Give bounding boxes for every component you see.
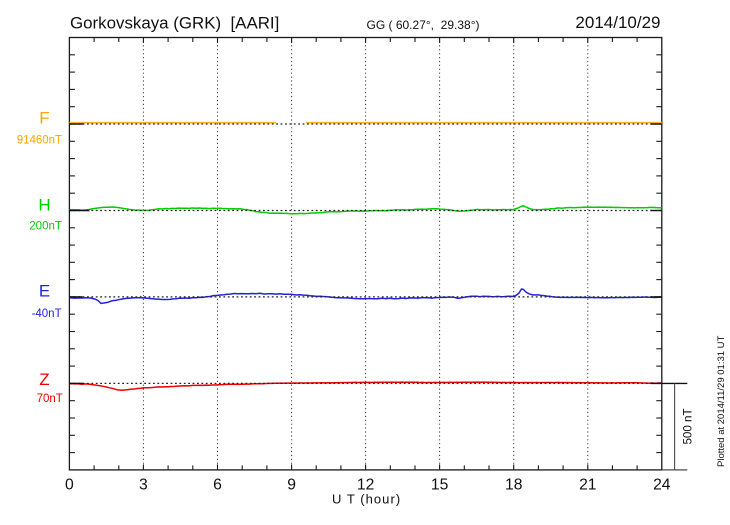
svg-text:H: H: [38, 196, 50, 215]
svg-text:21: 21: [579, 477, 596, 494]
svg-text:Gorkovskaya (GRK) [AARI]: Gorkovskaya (GRK) [AARI]: [70, 14, 279, 33]
svg-text:GG ( 60.27°, 29.38°): GG ( 60.27°, 29.38°): [367, 18, 480, 32]
svg-text:0: 0: [65, 477, 74, 494]
svg-text:9: 9: [287, 477, 296, 494]
svg-text:91460nT: 91460nT: [17, 135, 62, 147]
svg-text:6: 6: [213, 477, 222, 494]
svg-text:18: 18: [505, 477, 523, 494]
svg-text:24: 24: [653, 477, 671, 494]
svg-text:500 nT: 500 nT: [682, 408, 695, 444]
svg-text:Plotted at 2014/11/29 01:31 UT: Plotted at 2014/11/29 01:31 UT: [716, 335, 727, 467]
svg-text:-40nT: -40nT: [32, 308, 62, 320]
svg-text:200nT: 200nT: [29, 221, 62, 233]
svg-text:12: 12: [357, 477, 374, 494]
svg-text:70nT: 70nT: [37, 393, 63, 405]
svg-text:15: 15: [431, 477, 449, 494]
svg-text:U T (hour): U T (hour): [332, 491, 401, 506]
svg-text:2014/10/29: 2014/10/29: [575, 13, 660, 32]
svg-text:E: E: [39, 282, 50, 301]
svg-text:F: F: [39, 108, 49, 127]
svg-text:3: 3: [139, 477, 148, 494]
svg-text:Z: Z: [39, 370, 49, 389]
